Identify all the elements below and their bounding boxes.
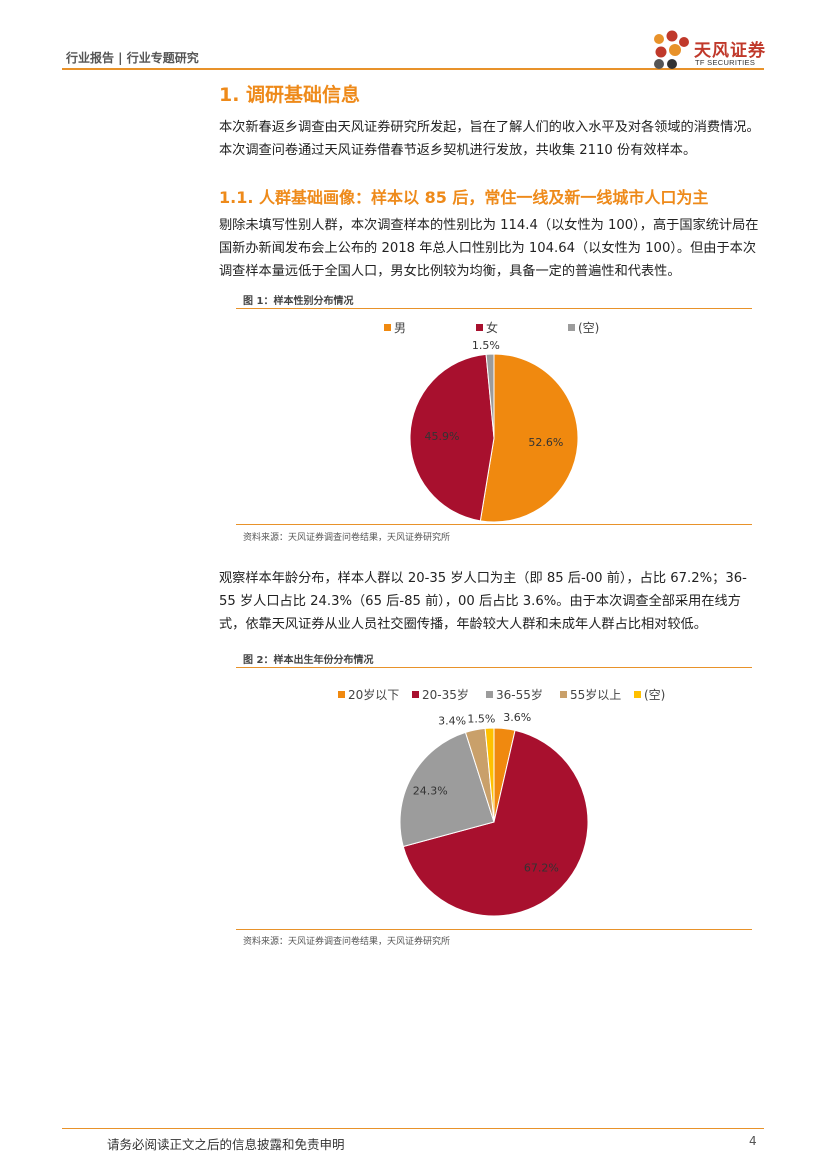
logo-en-text: TF SECURITIES xyxy=(695,58,756,67)
slice-label-1: 67.2% xyxy=(524,862,559,875)
legend-label-0: 20岁以下 xyxy=(348,687,399,702)
gender-paragraph: 剔除未填写性别人群，本次调查样本的性别比为 114.4（以女性为 100），高于… xyxy=(219,218,759,279)
legend-swatch-0 xyxy=(384,324,391,331)
tf-logo-icon xyxy=(654,30,689,69)
slice-label-3: 3.4% xyxy=(438,714,466,727)
pie-slice-0 xyxy=(479,353,579,523)
age-paragraph: 观察样本年龄分布，样本人群以 20-35 岁人口为主（即 85 后-00 前），… xyxy=(219,571,747,632)
slice-label-1: 45.9% xyxy=(424,430,459,443)
subsection-title: 1.1. 人群基础画像：样本以 85 后，常住一线及新一线城市人口为主 xyxy=(219,188,709,207)
slice-label-4: 1.5% xyxy=(467,712,495,725)
figure1-source: 资料来源：天风证券调查问卷结果，天风证券研究所 xyxy=(243,533,451,543)
figure1-title: 图 1：样本性别分布情况 xyxy=(243,296,354,307)
intro-paragraph: 本次新春返乡调查由天风证券研究所发起，旨在了解人们的收入水平及对各领域的消费情况… xyxy=(219,120,760,158)
figure2-top-rule xyxy=(236,667,752,668)
figure2-title: 图 2：样本出生年份分布情况 xyxy=(243,655,374,666)
slice-label-2: 24.3% xyxy=(413,784,448,797)
legend-swatch-2 xyxy=(486,691,493,698)
legend-label-3: 55岁以上 xyxy=(570,687,621,702)
legend-label-2: (空) xyxy=(578,321,599,335)
pie-slice-2 xyxy=(485,353,495,439)
footer-disclaimer: 请务必阅读正文之后的信息披露和免责申明 xyxy=(107,1137,345,1152)
legend-swatch-2 xyxy=(568,324,575,331)
age-pie-chart: 20岁以下 20-35岁 36-55岁 55岁以上 (空) 3.6% 67.2% 24.3% 3… xyxy=(338,687,665,917)
footer-divider xyxy=(62,1128,764,1129)
page-number: 4 xyxy=(749,1134,757,1148)
slice-label-0: 3.6% xyxy=(503,711,531,724)
figure1-bottom-rule xyxy=(236,524,752,525)
pie-slice-2 xyxy=(399,731,495,848)
figure2-source: 资料来源：天风证券调查问卷结果，天风证券研究所 xyxy=(243,937,451,947)
gender-pie-chart: 男 女 (空) 52.6% 45.9% 1.5% xyxy=(384,320,599,523)
legend-label-0: 男 xyxy=(394,321,406,335)
slice-label-0: 52.6% xyxy=(528,436,563,449)
pie-slice-1 xyxy=(409,353,495,522)
legend-label-1: 20-35岁 xyxy=(422,687,469,702)
logo-cn-text: 天风证券 xyxy=(694,41,766,61)
legend-swatch-4 xyxy=(634,691,641,698)
figure1-top-rule xyxy=(236,308,752,309)
legend-label-2: 36-55岁 xyxy=(496,687,543,702)
pie-slice-4 xyxy=(484,727,495,823)
legend-swatch-3 xyxy=(560,691,567,698)
report-category: 行业报告 | 行业专题研究 xyxy=(66,51,199,65)
legend-swatch-1 xyxy=(412,691,419,698)
pie-slice-1 xyxy=(402,729,589,917)
header-divider xyxy=(62,68,764,70)
slice-label-2: 1.5% xyxy=(472,339,500,352)
legend-swatch-0 xyxy=(338,691,345,698)
section-title: 1. 调研基础信息 xyxy=(219,84,361,106)
legend-label-4: (空) xyxy=(644,688,665,702)
figure2-bottom-rule xyxy=(236,929,752,930)
legend-swatch-1 xyxy=(476,324,483,331)
legend-label-1: 女 xyxy=(486,320,498,335)
